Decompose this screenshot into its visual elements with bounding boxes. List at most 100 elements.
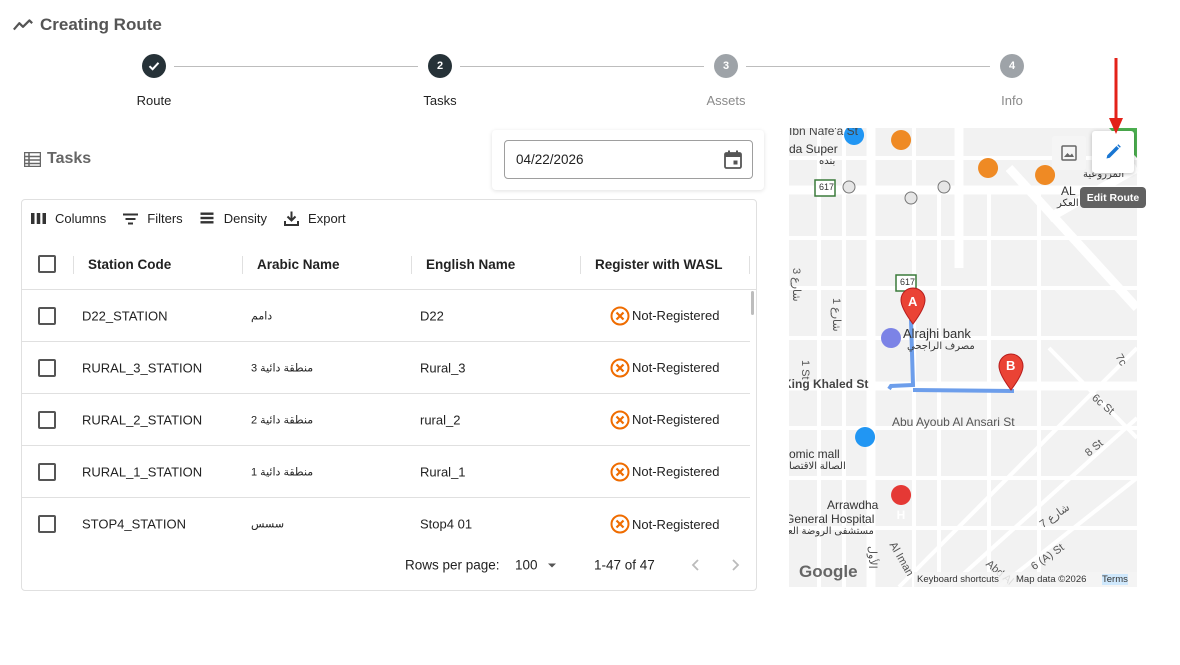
map-canvas[interactable]: H [789,128,1137,587]
header-english-name[interactable]: English Name [426,257,516,272]
map-label: شارع 3 [790,268,802,302]
annotation-arrow-icon [1109,58,1123,134]
calendar-icon[interactable] [724,150,742,169]
photo-button[interactable] [1052,136,1086,170]
trending-icon [12,19,33,31]
cell-english-name: Rural_3 [420,360,466,375]
columns-icon [31,213,46,224]
status-text: Not-Registered [632,308,720,323]
route-map[interactable]: H Ibn Nafe'a St da Super بنده AL العكر ا… [789,128,1137,587]
row-checkbox[interactable] [38,515,56,533]
terms-link[interactable]: Terms [1102,574,1128,585]
cell-station-code: D22_STATION [82,308,168,323]
svg-text:H: H [897,508,906,522]
map-label: 617 [900,277,916,287]
cell-station-code: RURAL_3_STATION [82,360,203,375]
row-checkbox[interactable] [38,410,56,429]
header-wasl[interactable]: Register with WASL [595,257,723,272]
map-label: الأول [866,546,878,569]
map-label: 617 [819,182,835,192]
row-checkbox[interactable] [38,306,56,325]
table-row[interactable]: RURAL_2_STATION منطقة دائية 2 rural_2 No… [22,394,750,446]
check-icon [142,54,166,78]
edit-route-button[interactable] [1092,131,1134,173]
step-label: Route [136,93,172,108]
table-row[interactable]: RURAL_3_STATION منطقة دائية 3 Rural_3 No… [22,342,750,394]
status-text: Not-Registered [632,360,720,375]
export-icon [284,211,300,226]
row-checkbox[interactable] [38,358,56,377]
chevron-right-icon[interactable] [728,558,742,572]
map-label: da Super [789,142,838,156]
row-checkbox[interactable] [38,462,56,481]
map-label: Abu Ayoub Al Ansari St [892,415,1015,429]
map-label: Arrawdha [827,498,879,512]
header-station-code[interactable]: Station Code [88,257,172,272]
step-label: Assets [706,93,746,108]
cell-english-name: rural_2 [420,412,461,427]
map-label: Ibn Nafe'a St [789,128,858,138]
filter-icon [123,213,139,225]
tasks-grid: Columns Filters Density Export Station C… [21,199,757,591]
step-tasks[interactable]: 2 Tasks [380,54,500,108]
cell-station-code: RURAL_2_STATION [82,412,203,427]
step-connector [746,66,990,67]
map-marker-a[interactable]: A [908,294,918,309]
cancel-circle-icon [610,410,630,429]
step-info[interactable]: 4 Info [952,54,1072,108]
map-label: omic mall [789,447,840,461]
caret-down-icon [547,563,556,567]
vertical-scrollbar[interactable] [751,291,754,315]
chevron-left-icon[interactable] [689,558,703,572]
keyboard-shortcuts-link[interactable]: Keyboard shortcuts [917,574,999,585]
step-label: Tasks [423,93,457,108]
map-label: Alrajhi bank [903,326,971,341]
table-row[interactable]: RURAL_1_STATION منطقة دائية 1 Rural_1 No… [22,446,750,498]
table-row[interactable]: STOP4_STATION سسس Stop4 01 Not-Registere… [22,498,750,550]
step-number: 4 [1000,54,1024,78]
map-label: العكر [1057,198,1079,209]
select-all-checkbox[interactable] [38,255,56,273]
map-label: مستشفى الروضة العا [789,526,874,537]
page-title-text: Creating Route [40,15,162,34]
step-assets[interactable]: 3 Assets [666,54,786,108]
density-button[interactable]: Density [199,210,267,227]
map-label: مصرف الراجحي [907,341,975,352]
step-number: 3 [714,54,738,78]
map-attribution-bar [914,572,1137,587]
cancel-circle-icon [610,514,630,534]
export-button[interactable]: Export [283,210,346,227]
page-title: Creating Route [12,14,162,36]
rows-per-page-value: 100 [515,557,538,573]
filters-button[interactable]: Filters [122,210,183,227]
column-separator[interactable] [749,256,750,274]
status-badge: Not-Registered [610,358,719,378]
export-label: Export [308,211,346,226]
map-data-text: Map data ©2026 [1016,574,1087,585]
column-separator[interactable] [242,256,243,274]
tasks-heading-text: Tasks [47,150,92,167]
column-separator[interactable] [73,256,74,274]
map-marker-b[interactable]: B [1006,358,1016,373]
table-row[interactable]: D22_STATION دامم D22 Not-Registered [22,290,750,342]
step-connector [174,66,418,67]
pencil-icon [1106,144,1121,159]
column-separator[interactable] [411,256,412,274]
date-value: 04/22/2026 [516,152,584,167]
cell-station-code: STOP4_STATION [82,516,187,532]
step-route[interactable]: Route [94,54,214,108]
date-input[interactable]: 04/22/2026 [504,140,753,179]
columns-button[interactable]: Columns [30,210,106,227]
map-label: شارع 1 [830,298,842,332]
edit-route-tooltip: Edit Route [1080,187,1146,208]
columns-label: Columns [55,211,107,226]
header-arabic-name[interactable]: Arabic Name [257,257,340,272]
tasks-heading: Tasks [24,150,91,168]
rows-per-page-select[interactable]: 100 [515,558,558,573]
grid-header: Station Code Arabic Name English Name Re… [22,240,756,290]
status-text: Not-Registered [632,412,720,427]
grid-toolbar: Columns Filters Density Export [30,210,346,227]
cell-arabic-name: منطقة دائية 1 [251,466,314,478]
density-label: Density [223,211,268,226]
column-separator[interactable] [580,256,581,274]
